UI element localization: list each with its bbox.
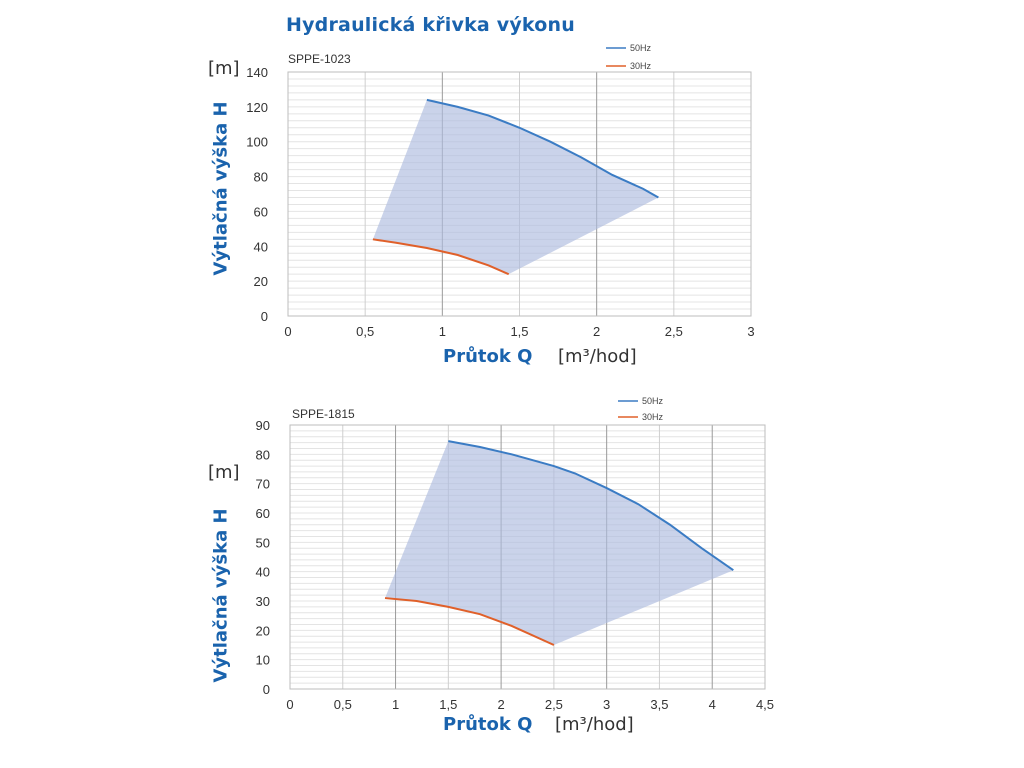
- x-tick-label: 3,5: [650, 697, 668, 712]
- chart-model-title: SPPE-1815: [292, 407, 355, 421]
- y-tick-label: 90: [256, 418, 270, 433]
- y-tick-label: 20: [254, 274, 268, 289]
- x-tick-label: 4: [709, 697, 716, 712]
- x-tick-label: 2,5: [665, 324, 683, 339]
- x-tick-label: 0: [286, 697, 293, 712]
- y-tick-label: 40: [256, 565, 270, 580]
- x-tick-label: 1: [439, 324, 446, 339]
- x-tick-label: 3: [603, 697, 610, 712]
- series-line-50Hz: [448, 440, 734, 572]
- x-tick-label: 1,5: [439, 697, 457, 712]
- page-title: Hydraulická křivka výkonu: [286, 14, 575, 36]
- x-axis-unit: [m³/hod]: [555, 714, 634, 735]
- x-tick-label: 0: [284, 324, 291, 339]
- legend-label: 50Hz: [642, 396, 664, 406]
- x-axis-title: Průtok Q: [443, 714, 533, 735]
- y-tick-label: 60: [256, 506, 270, 521]
- x-tick-label: 4,5: [756, 697, 774, 712]
- plot-frame: [287, 71, 752, 317]
- chart-model-title: SPPE-1023: [288, 52, 351, 66]
- y-tick-label: 70: [256, 477, 270, 492]
- series-line-30Hz: [384, 597, 555, 646]
- y-tick-label: 80: [254, 170, 268, 185]
- y-tick-label: 60: [254, 204, 268, 219]
- legend-label: 30Hz: [630, 61, 652, 71]
- y-tick-label: 20: [256, 623, 270, 638]
- x-tick-label: 3: [747, 324, 754, 339]
- operating-area: [372, 99, 659, 275]
- x-tick-label: 1,5: [510, 324, 528, 339]
- legend-label: 30Hz: [642, 412, 664, 422]
- y-tick-label: 30: [256, 594, 270, 609]
- y-tick-label: 0: [263, 682, 270, 697]
- x-axis-unit: [m³/hod]: [558, 346, 637, 367]
- y-unit-label: [m]: [208, 462, 240, 483]
- legend-label: 50Hz: [630, 43, 652, 53]
- y-tick-label: 100: [246, 135, 268, 150]
- y-tick-label: 0: [261, 309, 268, 324]
- y-tick-label: 10: [256, 653, 270, 668]
- y-unit-label: [m]: [208, 58, 240, 79]
- y-tick-label: 140: [246, 65, 268, 80]
- x-axis-title: Průtok Q: [443, 346, 533, 367]
- x-tick-label: 0,5: [356, 324, 374, 339]
- y-tick-label: 40: [254, 239, 268, 254]
- x-tick-label: 2,5: [545, 697, 563, 712]
- x-tick-label: 2: [497, 697, 504, 712]
- plot-frame: [289, 424, 766, 690]
- x-tick-label: 0,5: [334, 697, 352, 712]
- y-tick-label: 80: [256, 447, 270, 462]
- y-tick-label: 50: [256, 535, 270, 550]
- y-tick-label: 120: [246, 100, 268, 115]
- x-tick-label: 1: [392, 697, 399, 712]
- x-tick-label: 2: [593, 324, 600, 339]
- series-line-50Hz: [426, 98, 659, 199]
- series-line-30Hz: [372, 238, 510, 276]
- operating-area: [385, 441, 734, 645]
